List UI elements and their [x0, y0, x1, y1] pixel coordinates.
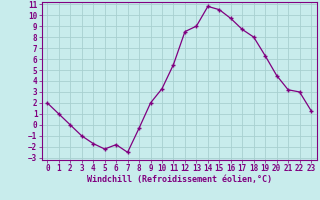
- X-axis label: Windchill (Refroidissement éolien,°C): Windchill (Refroidissement éolien,°C): [87, 175, 272, 184]
